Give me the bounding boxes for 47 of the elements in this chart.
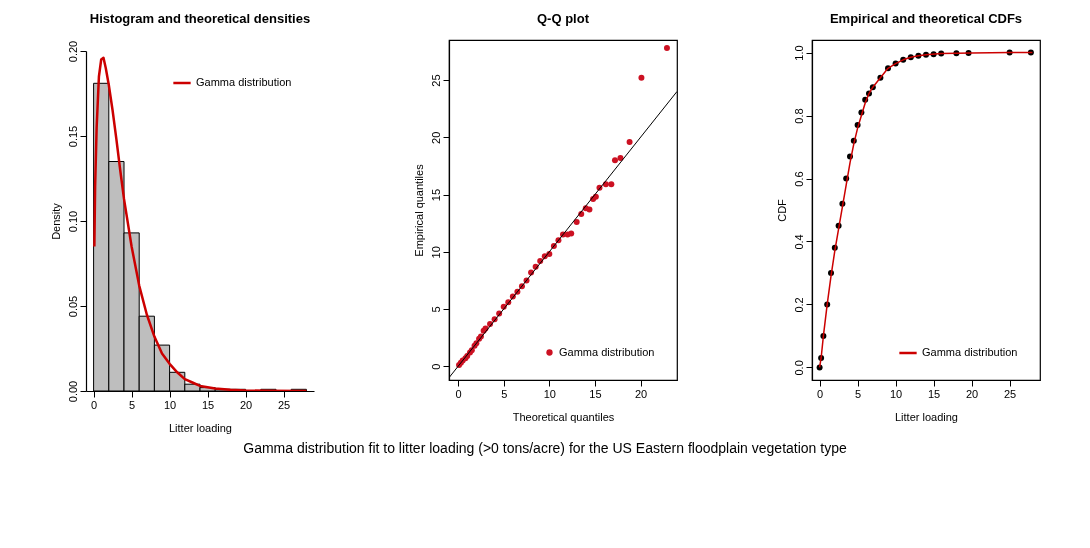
x-tick-label: 10 <box>543 387 556 400</box>
x-tick-label: 20 <box>634 387 648 400</box>
x-tick-label: 15 <box>589 387 602 400</box>
x-tick-label: 0 <box>90 398 97 411</box>
y-tick-label: 20 <box>429 131 442 144</box>
chart-title: Histogram and theoretical densities <box>89 11 310 27</box>
y-tick-label: 25 <box>429 74 442 87</box>
y-axis-title: Density <box>49 202 62 240</box>
x-axis-title: Theoretical quantiles <box>512 410 615 423</box>
x-axis-title: Litter loading <box>895 410 959 423</box>
chart-title: Empirical and theoretical CDFs <box>830 11 1023 26</box>
chart-title: Q-Q plot <box>536 11 590 26</box>
y-tick-label: 0.6 <box>792 171 805 187</box>
y-tick-label: 0.0 <box>792 360 805 376</box>
y-axis-title: CDF <box>775 198 788 222</box>
y-tick-label: 0.4 <box>792 234 805 250</box>
y-tick-label: 1.0 <box>792 45 805 61</box>
y-axis-title: Empirical quantiles <box>412 163 425 257</box>
y-tick-label: 15 <box>429 188 442 202</box>
y-tick-label: 0.00 <box>66 380 79 403</box>
x-tick-label: 25 <box>1004 387 1017 400</box>
x-tick-label: 20 <box>239 398 252 411</box>
y-tick-label: 10 <box>429 246 442 259</box>
x-tick-label: 25 <box>277 398 290 411</box>
y-tick-label: 0.05 <box>66 295 79 318</box>
x-tick-label: 20 <box>966 387 979 400</box>
x-tick-label: 0 <box>455 387 462 400</box>
x-axis-title: Litter loading <box>168 421 232 434</box>
y-tick-label: 0.2 <box>792 297 805 313</box>
x-tick-label: 5 <box>128 398 135 411</box>
x-tick-label: 15 <box>928 387 941 400</box>
y-tick-label: 0 <box>429 363 442 370</box>
y-tick-label: 0.20 <box>66 40 79 63</box>
legend-label: Gamma distribution <box>195 76 292 88</box>
x-tick-label: 5 <box>501 387 508 400</box>
y-tick-label: 0.8 <box>792 108 805 124</box>
y-tick-label: 0.10 <box>66 210 79 233</box>
legend-label: Gamma distribution <box>922 346 1018 358</box>
x-tick-label: 0 <box>817 387 824 400</box>
y-tick-label: 5 <box>429 306 442 313</box>
x-tick-label: 5 <box>855 387 862 400</box>
legend-label: Gamma distribution <box>558 345 655 358</box>
y-tick-label: 0.15 <box>66 125 79 148</box>
text: Gamma distribution fit to litter loading (>0 tons/acre) for the US Eastern floodplain vegetation type <box>242 440 848 456</box>
x-tick-label: 10 <box>890 387 903 400</box>
x-tick-label: 15 <box>201 398 214 411</box>
x-tick-label: 10 <box>163 398 176 411</box>
